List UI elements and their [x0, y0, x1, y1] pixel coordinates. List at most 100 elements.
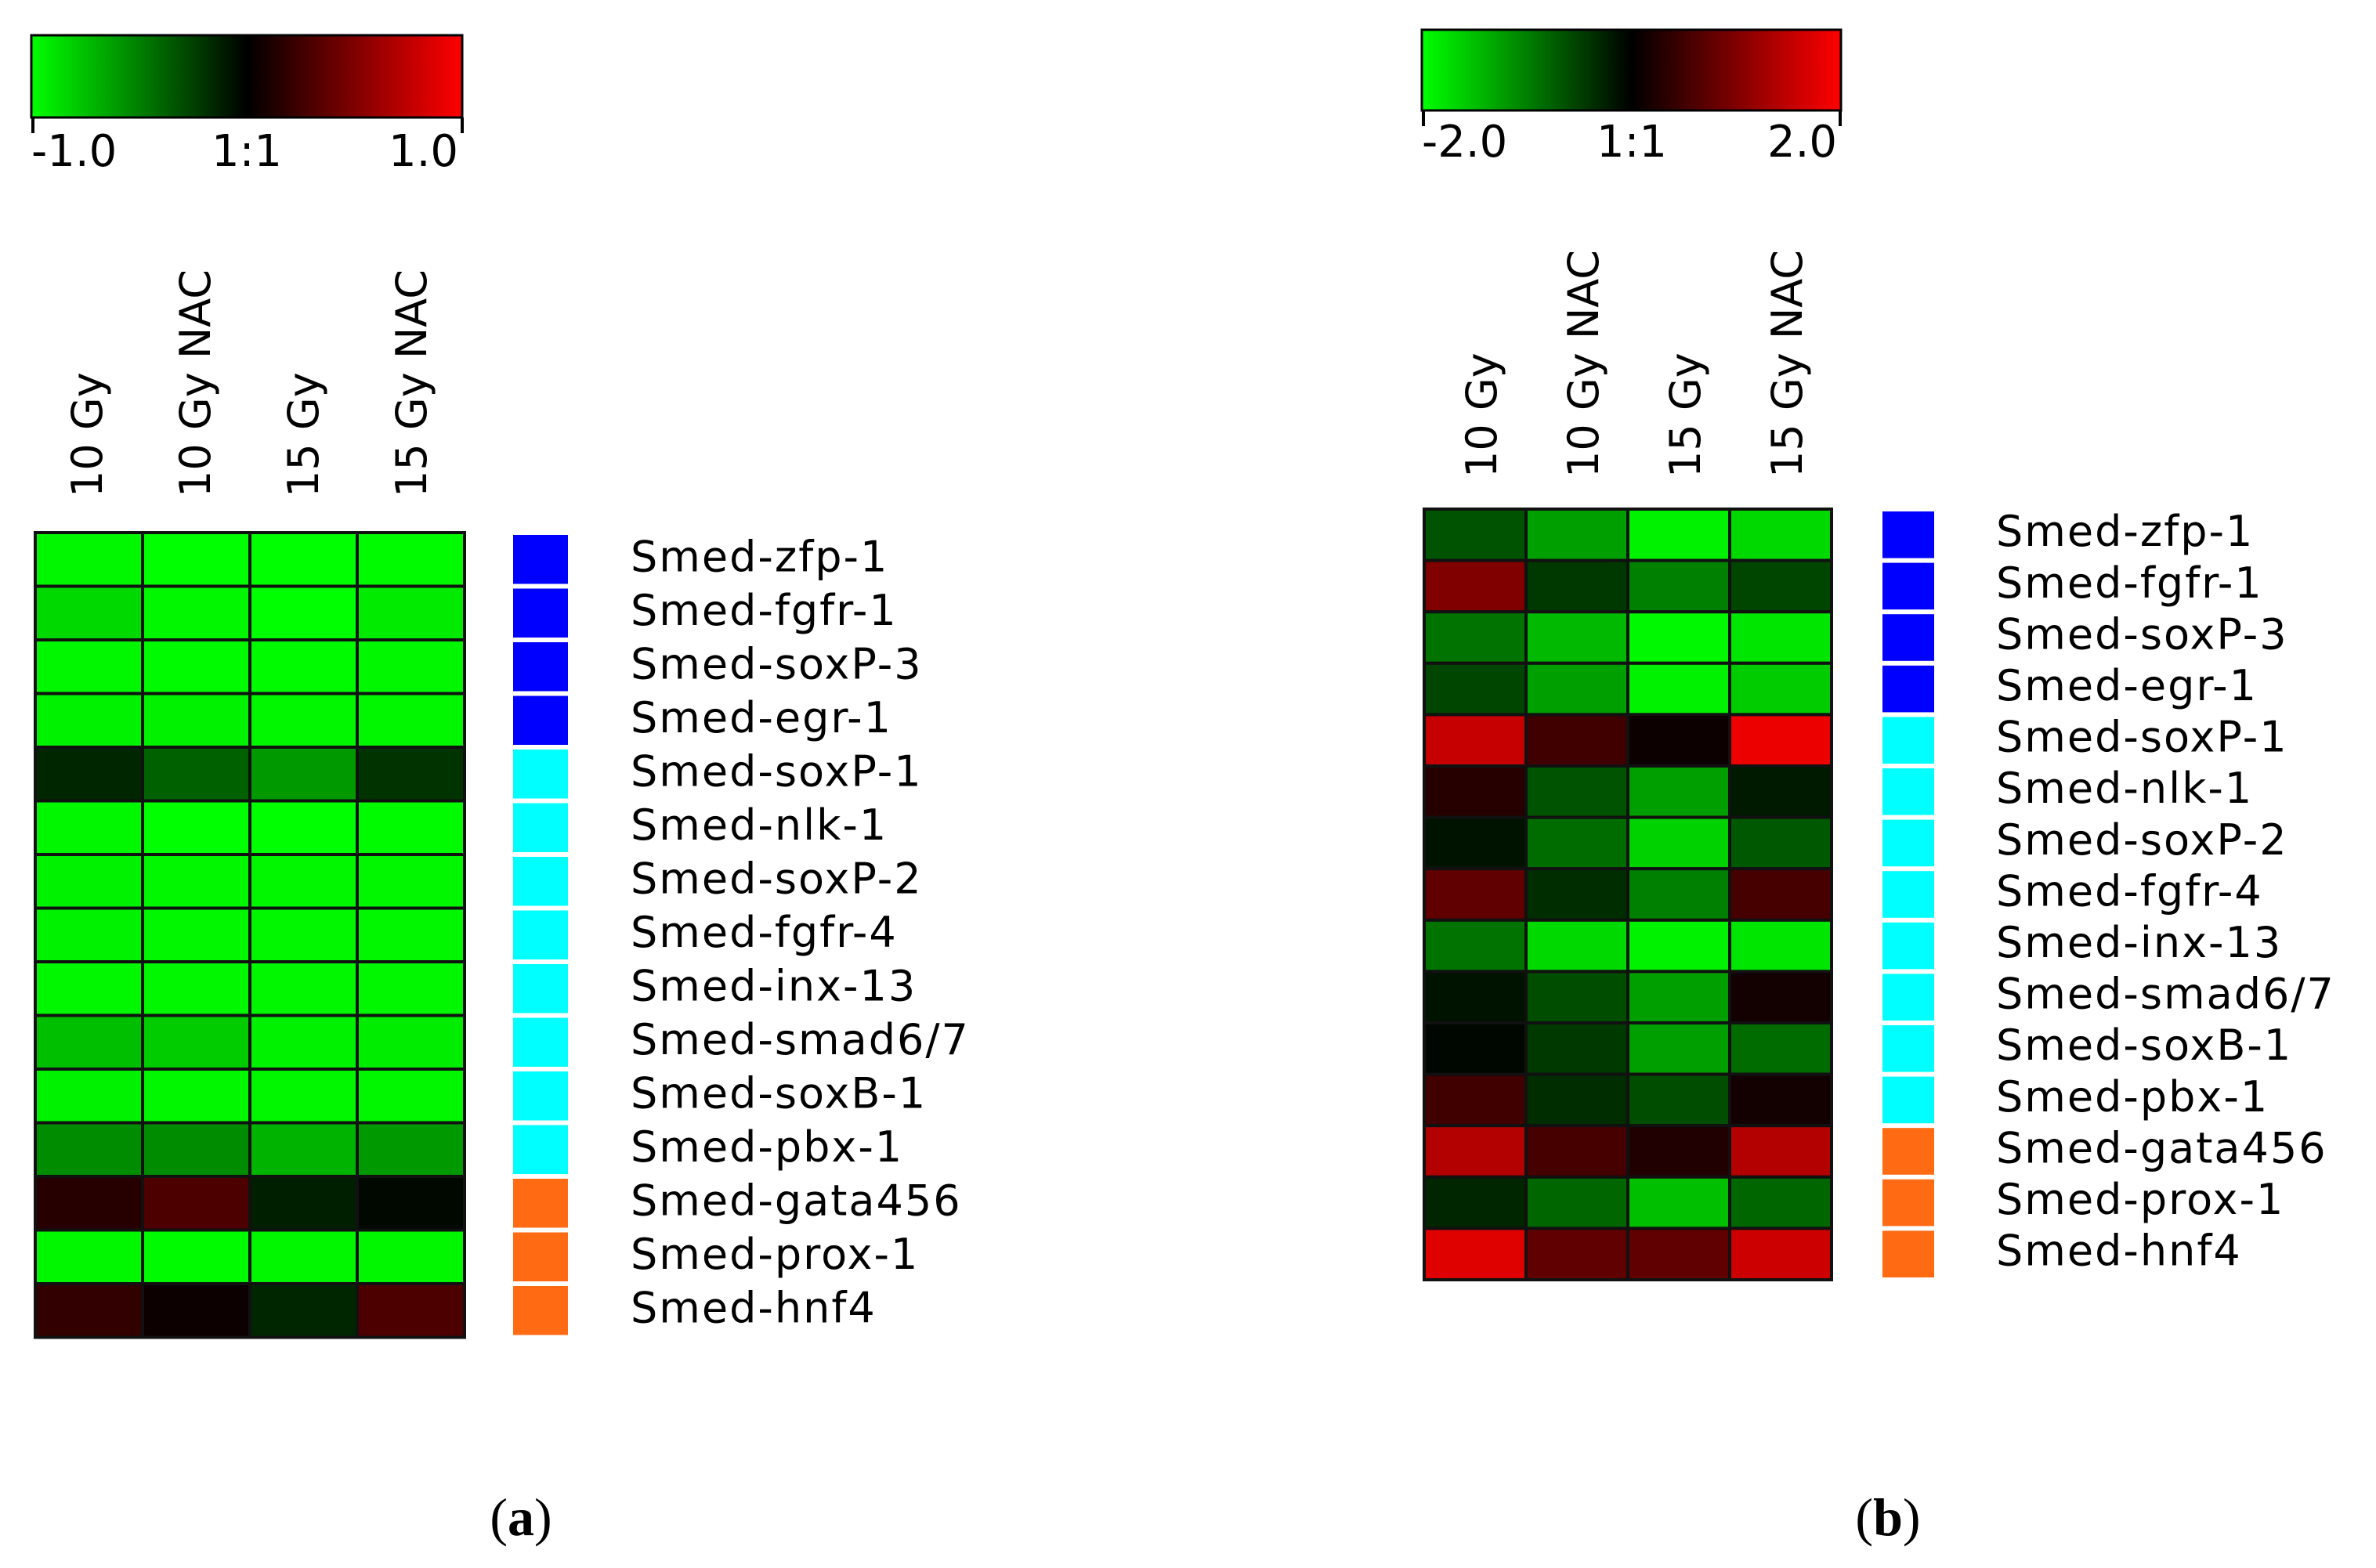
row-label: Smed-soxP-3 — [1996, 609, 2288, 659]
heatmap-cell — [1423, 970, 1528, 1025]
heatmap-cell — [141, 638, 251, 695]
group-marker — [1882, 511, 1934, 558]
group-marker — [513, 695, 568, 745]
heatmap-cell — [248, 1068, 359, 1125]
heatmap-cell — [141, 746, 251, 803]
heatmap-cell — [248, 638, 359, 695]
group-marker — [513, 535, 568, 584]
heatmap-cell — [1524, 918, 1629, 974]
heatmap-cell — [1524, 764, 1629, 819]
panel-label-b: b — [1873, 1487, 1903, 1547]
heatmap-cell — [1524, 713, 1629, 768]
heatmap-cell — [1423, 815, 1528, 871]
heatmap-cells-b — [1423, 508, 1833, 1282]
row-label: Smed-soxP-1 — [631, 746, 923, 796]
heatmap-cell — [1626, 1072, 1731, 1128]
panel-b: -2.0 1:1 2.0 10 Gy 10 Gy NAC 15 Gy 15 Gy… — [1420, 28, 2334, 1547]
panel-a: -1.0 1:1 1.0 10 Gy 10 Gy NAC 15 Gy 15 Gy… — [30, 34, 970, 1547]
color-scale-bar-b — [1420, 28, 1843, 112]
heatmap-cell — [356, 746, 466, 803]
row-label: Smed-soxB-1 — [1996, 1021, 2292, 1070]
group-marker — [1882, 974, 1934, 1021]
heatmap-cell — [34, 1121, 144, 1178]
row-label: Smed-gata456 — [1996, 1123, 2327, 1172]
color-scale-bar-a — [30, 34, 464, 119]
heatmap-cell — [356, 799, 466, 856]
heatmap-cell — [248, 1013, 359, 1071]
row-label: Smed-soxP-1 — [1996, 713, 2288, 762]
column-labels-a: 10 Gy 10 Gy NAC 15 Gy 15 Gy NAC — [63, 269, 436, 497]
heatmap-cell — [1524, 508, 1629, 562]
group-marker — [513, 1017, 568, 1067]
group-marker — [1882, 562, 1934, 610]
row-label: Smed-hnf4 — [1996, 1227, 2242, 1276]
heatmap-cell — [1524, 1175, 1629, 1230]
row-label: Smed-egr-1 — [1996, 661, 2258, 710]
row-label: Smed-inx-13 — [631, 961, 917, 1010]
heatmap-cell — [248, 799, 359, 856]
row-label: Smed-soxP-2 — [631, 854, 923, 903]
panel-caption-b: (b) — [1855, 1487, 1920, 1547]
color-scale-min-a: -1.0 — [31, 126, 117, 177]
color-scale-a: -1.0 1:1 1.0 — [30, 34, 464, 177]
group-marker — [1882, 871, 1934, 918]
heatmap-cell — [1626, 1227, 1731, 1282]
heatmap-cell — [1728, 815, 1833, 871]
group-marker — [513, 964, 568, 1013]
heatmap-cell — [1728, 918, 1833, 974]
heatmap-cell — [1423, 1021, 1528, 1076]
heatmap-cell — [356, 692, 466, 749]
heatmap-cell — [1728, 508, 1833, 562]
heatmap-cell — [1626, 661, 1731, 717]
heatmap-cell — [1728, 1072, 1833, 1128]
heatmap-cell — [1626, 1124, 1731, 1179]
row-label: Smed-zfp-1 — [1996, 507, 2254, 556]
heatmap-cell — [1728, 1124, 1833, 1179]
heatmap-cell — [248, 1121, 359, 1178]
color-scale-axis-a — [31, 117, 34, 133]
group-marker — [1882, 922, 1934, 970]
color-scale-max-b: 2.0 — [1767, 117, 1837, 168]
column-label: 10 Gy — [1457, 352, 1506, 478]
group-marker — [513, 588, 568, 638]
heatmap-cell — [141, 906, 251, 963]
row-label: Smed-soxB-1 — [631, 1068, 927, 1118]
row-label: Smed-smad6/7 — [631, 1015, 970, 1064]
heatmap-cell — [356, 960, 466, 1017]
heatmap-cell — [141, 853, 251, 910]
heatmap-cell — [1423, 558, 1528, 614]
heatmap-cell — [141, 1175, 251, 1232]
row-label: Smed-egr-1 — [631, 693, 892, 742]
heatmap-cell — [34, 906, 144, 963]
heatmap-frame — [1423, 508, 1833, 1281]
row-label: Smed-pbx-1 — [1996, 1072, 2269, 1122]
heatmap-cell — [1626, 815, 1731, 871]
heatmap-cell — [1524, 661, 1629, 717]
column-labels-b: 10 Gy 10 Gy NAC 15 Gy 15 Gy NAC — [1457, 250, 1812, 478]
heatmap-cell — [1728, 1021, 1833, 1076]
group-marker — [513, 857, 568, 906]
group-markers-b — [1882, 511, 1934, 1277]
heatmap-cell — [1423, 1124, 1528, 1179]
heatmap-cell — [141, 1068, 251, 1125]
heatmap-cell — [1524, 867, 1629, 922]
group-marker — [513, 1232, 568, 1281]
group-marker — [513, 910, 568, 959]
group-marker — [513, 1071, 568, 1121]
heatmap-cell — [248, 906, 359, 963]
heatmap-cell — [356, 1175, 466, 1232]
row-label: Smed-zfp-1 — [631, 532, 888, 581]
group-marker — [1882, 1230, 1934, 1277]
color-scale-axis-end-b — [1839, 110, 1842, 126]
heatmap-cell — [1423, 713, 1528, 768]
group-marker — [513, 1286, 568, 1335]
heatmap-cell — [356, 1013, 466, 1071]
heatmap-cell — [34, 1228, 144, 1285]
color-scale-mid-a: 1:1 — [212, 126, 282, 177]
group-marker — [513, 1179, 568, 1228]
heatmap-cell — [248, 1175, 359, 1232]
row-label: Smed-soxP-2 — [1996, 815, 2288, 865]
column-label: 10 Gy NAC — [171, 269, 220, 497]
heatmap-cell — [248, 1282, 359, 1339]
